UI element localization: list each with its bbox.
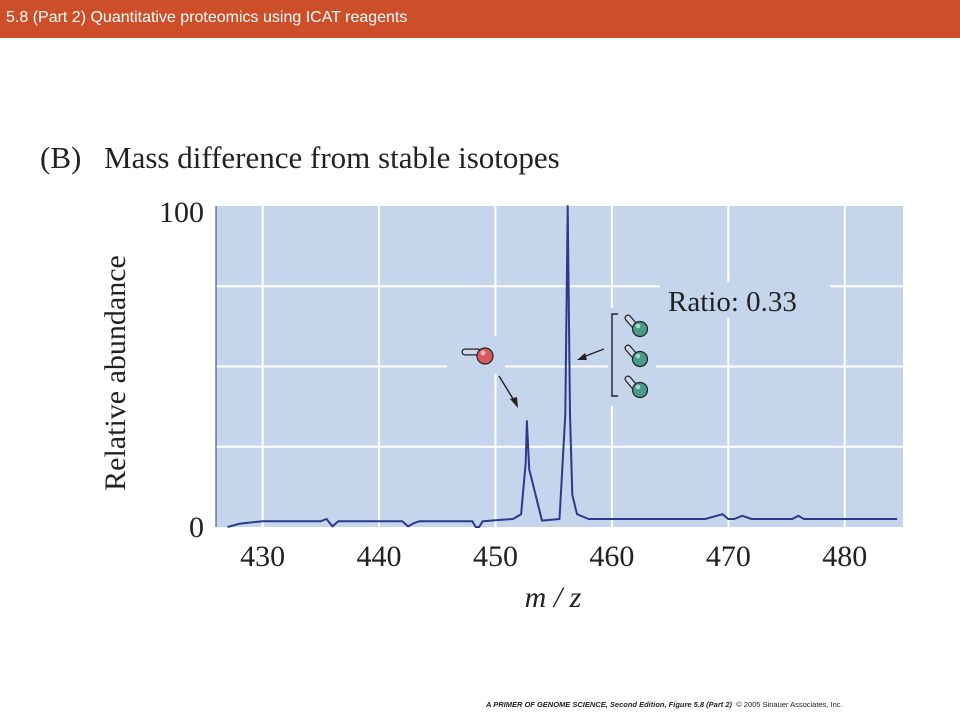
spectrum-trace [227,205,898,528]
x-tick-label: 440 [357,540,402,573]
x-tick-label: 430 [240,540,285,573]
light-icat-tag-icon [447,336,505,374]
header-bar: 5.8 (Part 2) Quantitative proteomics usi… [0,0,960,38]
figure-credit: A PRIMER OF GENOME SCIENCE, Second Editi… [486,700,843,709]
ratio-annotation: Ratio: 0.33 [660,282,830,318]
heavy-icat-tag-icon [608,308,656,406]
ratio-label: Ratio: 0.33 [668,286,797,318]
slide-title: 5.8 (Part 2) Quantitative proteomics usi… [6,9,408,26]
copyright: © 2005 Sinauer Associates, Inc. [736,700,843,709]
x-tick-label: 470 [706,540,751,573]
light-peak-arrow [498,375,518,408]
grid-lines [216,206,903,527]
heavy-peak-arrow [577,348,605,360]
x-tick-label: 460 [589,540,634,573]
x-axis-label: m / z [525,581,582,614]
x-tick-labels: 430 440 450 460 470 480 [240,540,867,573]
y-tick-label: 0 [189,511,204,544]
y-tick-labels: 0 100 [159,196,204,544]
book-reference: A PRIMER OF GENOME SCIENCE, Second Editi… [486,700,733,709]
chart-title: Mass difference from stable isotopes [104,140,560,175]
x-tick-label: 450 [473,540,518,573]
panel-label: (B) [40,140,82,175]
y-axis-label: Relative abundance [99,255,132,491]
y-tick-label: 100 [159,196,204,229]
x-tick-label: 480 [822,540,867,573]
